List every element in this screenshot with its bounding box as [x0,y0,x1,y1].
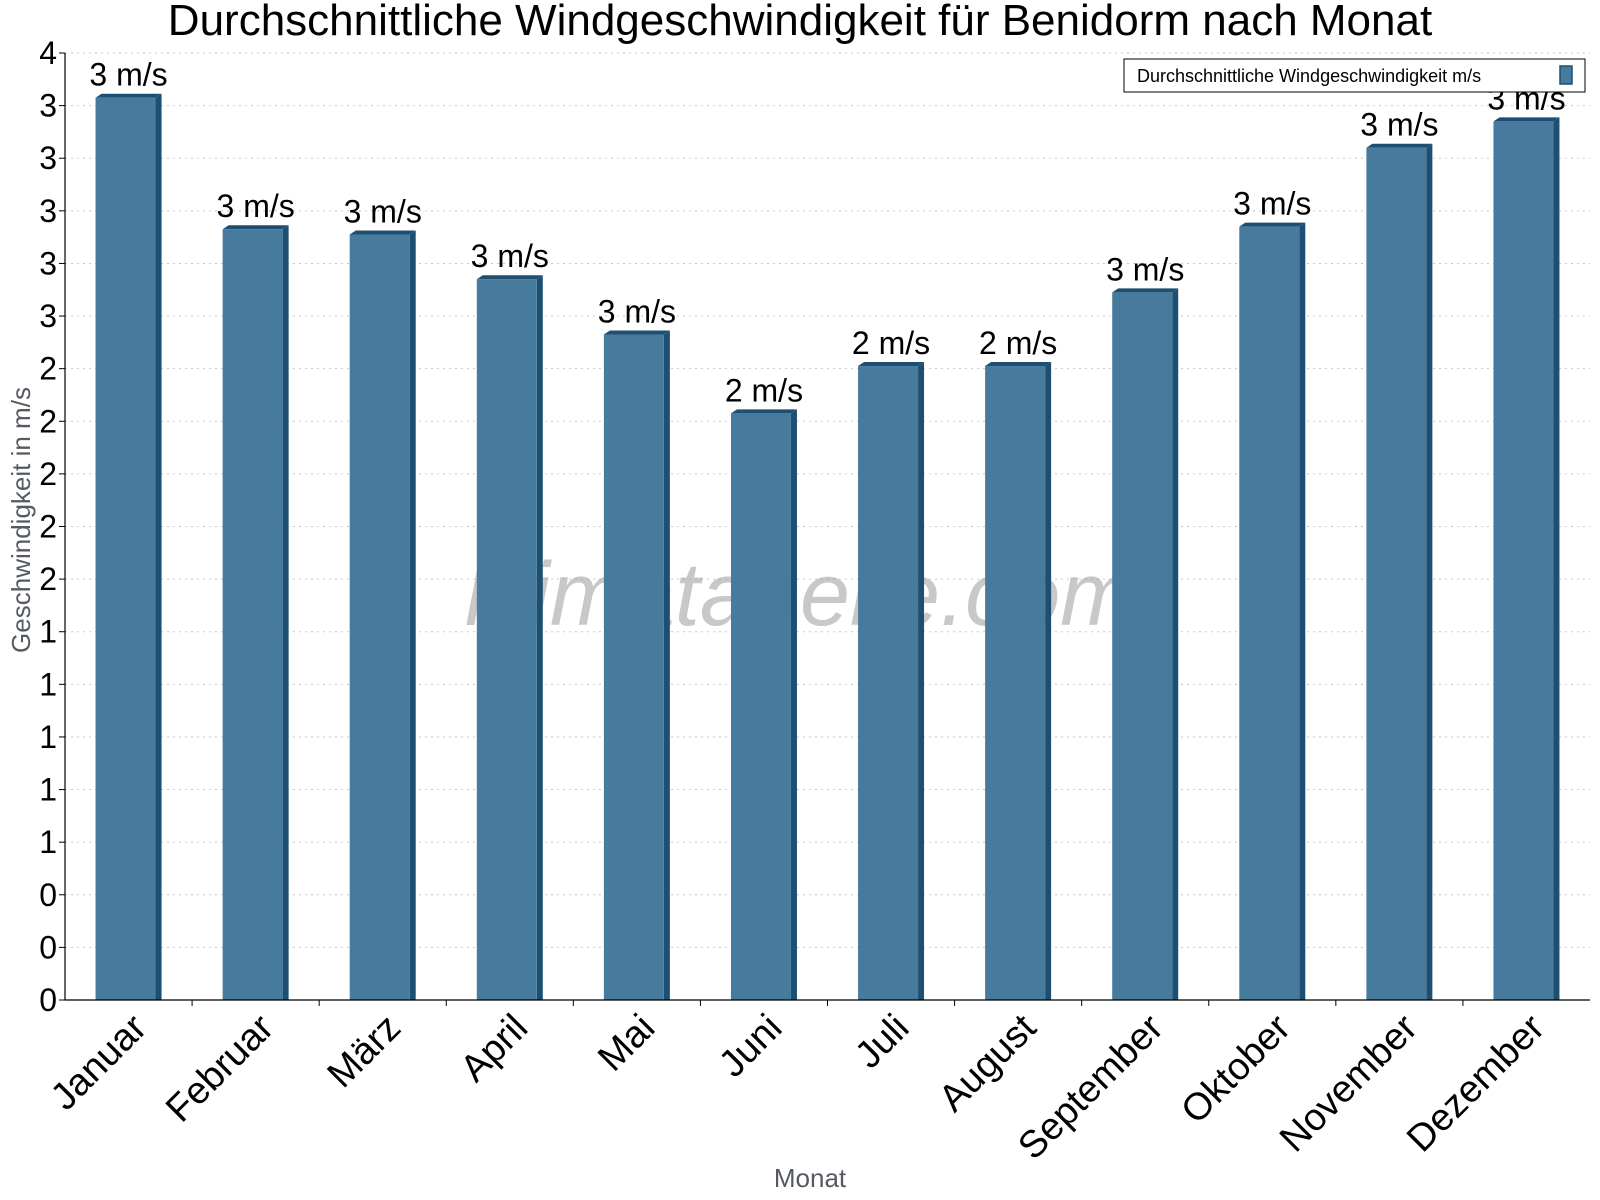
legend-box [1123,58,1586,93]
bar-side [1426,143,1433,1000]
y-tick-label: 0 [39,929,57,965]
bar-side [1172,288,1179,1000]
y-tick-label: 1 [39,614,57,650]
x-tick-label: Februar [158,1006,282,1130]
y-tick-label: 2 [39,456,57,492]
bar [222,229,283,1001]
y-tick-label: 1 [39,666,57,702]
bar-top [222,225,289,230]
bar-value-label: 3 m/s [344,194,422,230]
legend-swatch [1559,65,1573,85]
y-tick-label: 3 [39,298,57,334]
bar-side [155,93,162,1001]
y-tick-label: 1 [39,824,57,860]
legend-label: Durchschnittliche Windgeschwindigkeit m/… [1137,66,1481,86]
bar-side [536,275,543,1000]
bar [603,334,664,1000]
bar [95,97,156,1001]
bar-top [1239,222,1306,227]
bar-value-label: 3 m/s [1106,251,1184,287]
bar-top [1112,288,1179,293]
bar-value-label: 3 m/s [598,293,676,329]
bars: 3 m/s 3 m/s 3 m/s 3 m/s 3 m/s 2 m/s 2 m/s 2 m/s… [89,57,1566,1001]
chart-title: Durchschnittliche Windgeschwindigkeit fü… [168,0,1432,45]
grid [65,52,1590,948]
bar-value-label: 2 m/s [725,372,803,408]
y-tick-label: 3 [39,88,57,124]
x-tick-label: Januar [43,1006,155,1118]
x-tick-label: Juni [711,1007,790,1086]
y-tick-label: 2 [39,351,57,387]
y-tick-label: 3 [39,245,57,281]
y-tick-label: 1 [39,772,57,808]
y-tick-label: 2 [39,403,57,439]
bar-side [663,330,670,1000]
bar-side [409,230,416,1001]
y-tick-label: 0 [39,877,57,913]
y-tick-label: 2 [39,561,57,597]
bar-top [730,409,797,414]
bar-value-label: 2 m/s [979,325,1057,361]
legend: Durchschnittliche Windgeschwindigkeit m/… [1123,58,1586,93]
bar-top [349,230,416,235]
y-tick-label: 3 [39,193,57,229]
bar-value-label: 3 m/s [1233,186,1311,222]
bar-value-label: 3 m/s [89,57,167,93]
x-tick-label: Oktober [1173,1006,1299,1132]
bar-side [282,225,289,1001]
bar-value-label: 3 m/s [217,188,295,224]
bar [985,366,1046,1000]
y-tick-label: 0 [39,982,57,1018]
bar-side [1299,222,1306,1000]
bar-value-label: 3 m/s [471,238,549,274]
bar [858,366,919,1000]
bar [1493,121,1554,1000]
bar [476,279,537,1000]
x-tick-label: Juli [847,1007,917,1077]
x-tick-label: August [931,1006,1045,1120]
y-tick-label: 2 [39,509,57,545]
bar-value-label: 2 m/s [852,325,930,361]
y-tick-label: 3 [39,140,57,176]
y-axis-title: Geschwindigkeit in m/s [6,387,36,653]
x-axis-title: Monat [774,1163,847,1193]
bar-top [1493,117,1560,122]
bar [349,234,410,1001]
bar [1112,292,1173,1000]
x-tick-label: Mai [590,1007,663,1080]
y-axis-ticks: 0 0 0 1 1 1 1 1 2 2 2 2 2 3 3 3 3 3 4 [39,35,65,1018]
bar-top [476,275,543,280]
x-tick-label: April [453,1007,536,1090]
y-tick-label: 4 [39,35,57,71]
bar-top [985,362,1052,367]
bar [730,413,791,1000]
x-tick-label: März [320,1007,409,1096]
x-axis-ticks: Januar Februar März April Mai Juni Juli AugustS… [43,1000,1553,1168]
bar-top [858,362,925,367]
bar-value-label: 3 m/s [1360,107,1438,143]
bar [1366,147,1427,1000]
bar-top [603,330,670,335]
x-tick-label: November [1272,1006,1426,1160]
y-tick-label: 1 [39,719,57,755]
bar [1239,226,1300,1000]
bar-top [95,93,162,98]
bar-side [1045,362,1052,1000]
bar-side [918,362,925,1000]
bar-side [1553,117,1560,1000]
bar-side [790,409,797,1000]
bar-top [1366,143,1433,148]
x-tick-label: Dezember [1399,1006,1553,1160]
